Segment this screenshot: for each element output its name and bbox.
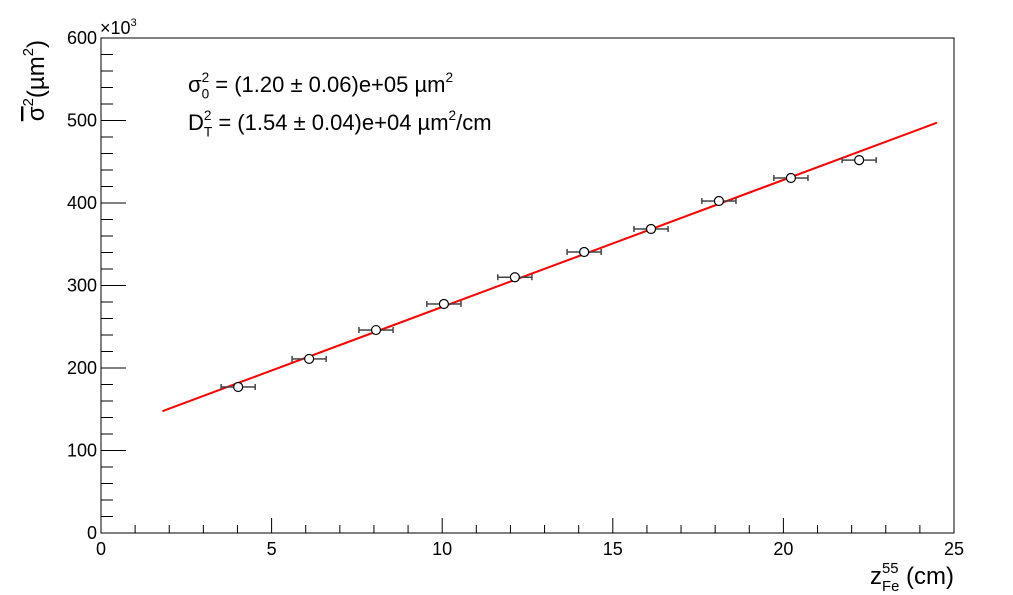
y-axis-title: σ2(µm2) [21, 40, 50, 121]
annotation-part: 2 [204, 108, 212, 123]
y-multiplier-part: ×10 [100, 18, 131, 38]
x-tick-label: 15 [603, 539, 623, 559]
data-point [438, 298, 450, 310]
x-tick-label: 5 [267, 539, 277, 559]
y-tick-label: 100 [67, 441, 97, 461]
x-axis-title: z55 Fe (cm) [870, 561, 954, 595]
x-axis-title-part: (cm) [899, 563, 954, 590]
x-axis-title-part: Fe [882, 579, 899, 595]
y-tick-label: 0 [87, 523, 97, 543]
y-axis-title-part: σ [23, 106, 50, 121]
data-point [233, 381, 244, 393]
annotation-part: 2 [445, 70, 453, 85]
x-tick-label: 20 [773, 539, 793, 559]
data-point [785, 172, 797, 184]
error-bar [566, 249, 602, 256]
x-tick-label: 25 [944, 539, 964, 559]
error-bar [633, 225, 669, 232]
annotation-part: 2 [449, 108, 457, 123]
annotation-part: = (1.54 ± 0.04)e+04 µm [212, 110, 448, 135]
y-axis-title-part: 2 [21, 48, 37, 56]
y-multiplier: ×103 [100, 17, 137, 38]
annotation-part: σ [188, 72, 202, 97]
error-bar [841, 157, 877, 164]
error-bar [701, 198, 737, 205]
annotation: D2 T = (1.54 ± 0.04)e+04 µm2/cm [188, 108, 492, 140]
annotation-part: 2 [202, 70, 210, 85]
data-point [579, 246, 590, 258]
y-multiplier-part: 3 [131, 17, 137, 29]
y-axis-title-part: 2 [21, 98, 37, 106]
data-point [854, 155, 865, 166]
error-bar [773, 175, 809, 182]
data-point [370, 324, 382, 336]
y-tick-label: 300 [67, 276, 97, 296]
y-tick-label: 200 [67, 358, 97, 378]
x-axis-title-part: 55 [882, 561, 899, 577]
data-point [713, 195, 725, 207]
y-axis-title-part: (µm [23, 56, 50, 98]
annotation-part: = (1.20 ± 0.06)e+05 µm [209, 72, 445, 97]
annotation-part: D [188, 110, 204, 135]
y-tick-label: 400 [67, 193, 97, 213]
x-tick-label: 0 [96, 539, 106, 559]
error-bar [358, 327, 394, 334]
data-point [304, 353, 315, 365]
x-tick-label: 10 [432, 539, 452, 559]
annotation-part: T [204, 125, 213, 140]
annotation-part: /cm [456, 110, 491, 135]
error-bar [497, 274, 533, 281]
error-bar [291, 355, 327, 362]
x-axis-title-part: z [870, 563, 882, 590]
y-tick-label: 600 [67, 28, 97, 48]
annotation: σ2 0 = (1.20 ± 0.06)e+05 µm2 [188, 70, 453, 102]
error-bar [220, 383, 256, 390]
error-bar [426, 300, 462, 307]
fit-line [162, 121, 938, 413]
data-point [645, 223, 657, 235]
annotation-part: 0 [202, 87, 210, 102]
y-tick-label: 500 [67, 111, 97, 131]
data-point [509, 272, 520, 283]
y-axis-title-part: ) [23, 40, 50, 48]
